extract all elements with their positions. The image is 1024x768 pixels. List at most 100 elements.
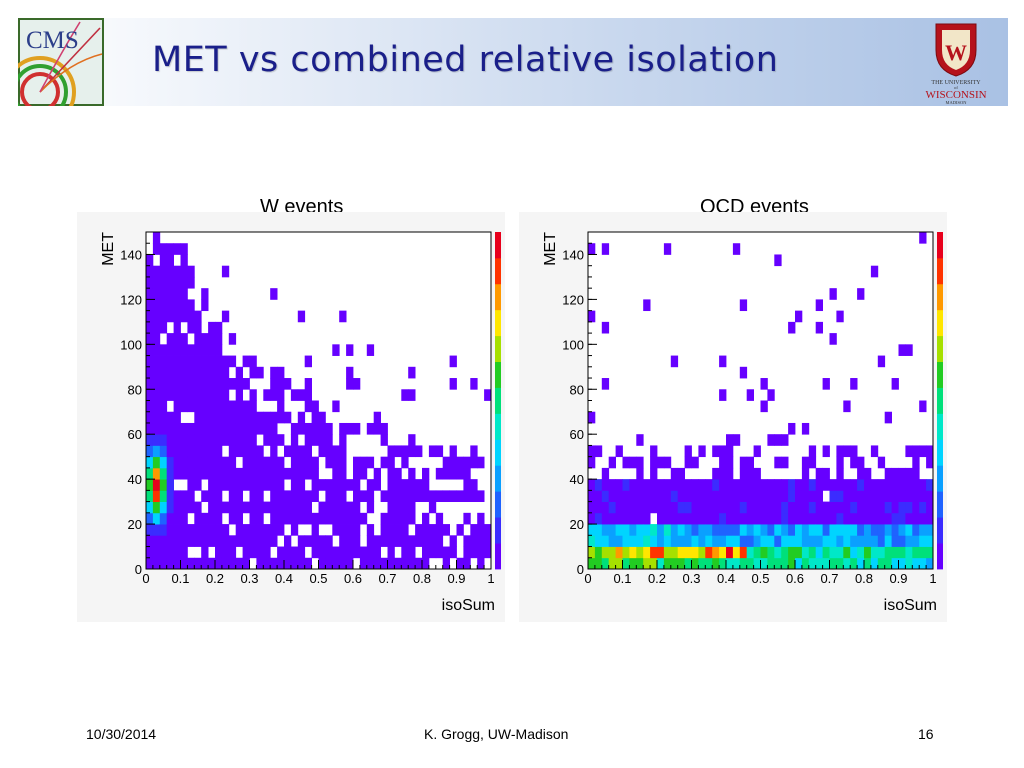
heatmap-cell (201, 546, 209, 559)
heatmap-cell (401, 524, 409, 536)
heatmap-cell (146, 265, 154, 278)
heatmap-cell (739, 490, 748, 502)
heatmap-cell (353, 512, 361, 525)
heatmap-cell (318, 479, 326, 491)
heatmap-cell (201, 411, 209, 424)
heatmap-cell (739, 557, 748, 570)
heatmap-cell (650, 501, 658, 514)
heatmap-cell (857, 479, 865, 491)
heatmap-cell (760, 501, 768, 514)
heatmap-cell (215, 546, 223, 559)
heatmap-cell (636, 512, 644, 525)
heatmap-cell (753, 445, 761, 458)
heatmap-cell (353, 524, 361, 536)
heatmap-cell (801, 524, 810, 536)
heatmap-cell (588, 524, 596, 536)
heatmap-cell (463, 546, 471, 559)
heatmap-cell (180, 501, 188, 514)
heatmap-cell (850, 378, 858, 390)
heatmap-cell (284, 411, 292, 424)
heatmap-cell (884, 512, 892, 525)
colorbar-segment (495, 465, 501, 492)
heatmap-cell (657, 456, 665, 469)
heatmap-cell (663, 512, 672, 525)
heatmap-cell (663, 490, 672, 502)
heatmap-cell (290, 467, 299, 480)
heatmap-cell (146, 276, 154, 289)
heatmap-cell (270, 389, 278, 401)
heatmap-cell (159, 265, 168, 278)
heatmap-cell (788, 321, 796, 334)
heatmap-cell (622, 557, 630, 570)
heatmap-cell (629, 512, 637, 525)
heatmap-cell (215, 557, 223, 570)
heatmap-cell (339, 479, 347, 491)
heatmap-cell (663, 546, 672, 559)
heatmap-cell (663, 479, 672, 491)
heatmap-cell (152, 355, 161, 368)
heatmap-cell (732, 512, 741, 525)
heatmap-cell (712, 501, 720, 514)
heatmap-cell (698, 512, 706, 525)
heatmap-cell (870, 535, 879, 547)
heatmap-cell (235, 557, 243, 570)
heatmap-cell (470, 524, 478, 536)
heatmap-cell (208, 366, 216, 379)
heatmap-cell (242, 501, 250, 514)
heatmap-cell (808, 456, 817, 469)
heatmap-cell (926, 557, 934, 570)
heatmap-cell (691, 535, 699, 547)
heatmap-cell (857, 467, 865, 480)
heatmap-cell (870, 512, 879, 525)
heatmap-cell (843, 557, 851, 570)
heatmap-cell (608, 546, 616, 559)
heatmap-cell (304, 422, 312, 435)
heatmap-cell (926, 512, 934, 525)
heatmap-cell (801, 456, 810, 469)
heatmap-cell (594, 512, 603, 525)
heatmap-cell (221, 467, 230, 480)
heatmap-cell (263, 467, 271, 480)
heatmap-cell (657, 557, 665, 570)
heatmap-cell (256, 524, 264, 536)
heatmap-cell (325, 557, 333, 570)
heatmap-cell (677, 501, 685, 514)
heatmap-cell (290, 524, 299, 536)
heatmap-cell (263, 557, 271, 570)
heatmap-cell (408, 434, 416, 446)
heatmap-cell (152, 265, 161, 278)
colorbar-segment (937, 257, 943, 285)
heatmap-cell (615, 445, 623, 458)
heatmap-cell (394, 501, 402, 514)
heatmap-cell (712, 467, 720, 480)
heatmap-cell (152, 501, 161, 514)
heatmap-cell (173, 400, 181, 413)
heatmap-cell (180, 333, 188, 345)
heatmap-cell (339, 557, 347, 570)
heatmap-cell (194, 310, 202, 323)
heatmap-cell (339, 310, 347, 323)
heatmap-cell (753, 524, 761, 536)
colorbar-segment (937, 335, 943, 363)
heatmap-cell (726, 467, 734, 480)
heatmap-cell (359, 467, 368, 480)
heatmap-cell (463, 535, 471, 547)
heatmap-cell (166, 501, 174, 514)
heatmap-cell (857, 456, 865, 469)
heatmap-cell (166, 456, 174, 469)
heatmap-cell (187, 344, 195, 356)
heatmap-cell (726, 512, 734, 525)
heatmap-cell (732, 243, 741, 255)
heatmap-cell (705, 524, 713, 536)
y-tick-label: 0 (577, 562, 584, 577)
heatmap-cell (422, 479, 430, 491)
heatmap-cell (325, 512, 333, 525)
heatmap-cell (898, 344, 906, 356)
heatmap-cell (332, 490, 340, 502)
heatmap-cell (463, 456, 471, 469)
heatmap-cell (650, 535, 658, 547)
heatmap-cell (795, 479, 803, 491)
heatmap-cell (774, 434, 782, 446)
heatmap-cell (159, 546, 168, 559)
heatmap-cell (608, 456, 616, 469)
